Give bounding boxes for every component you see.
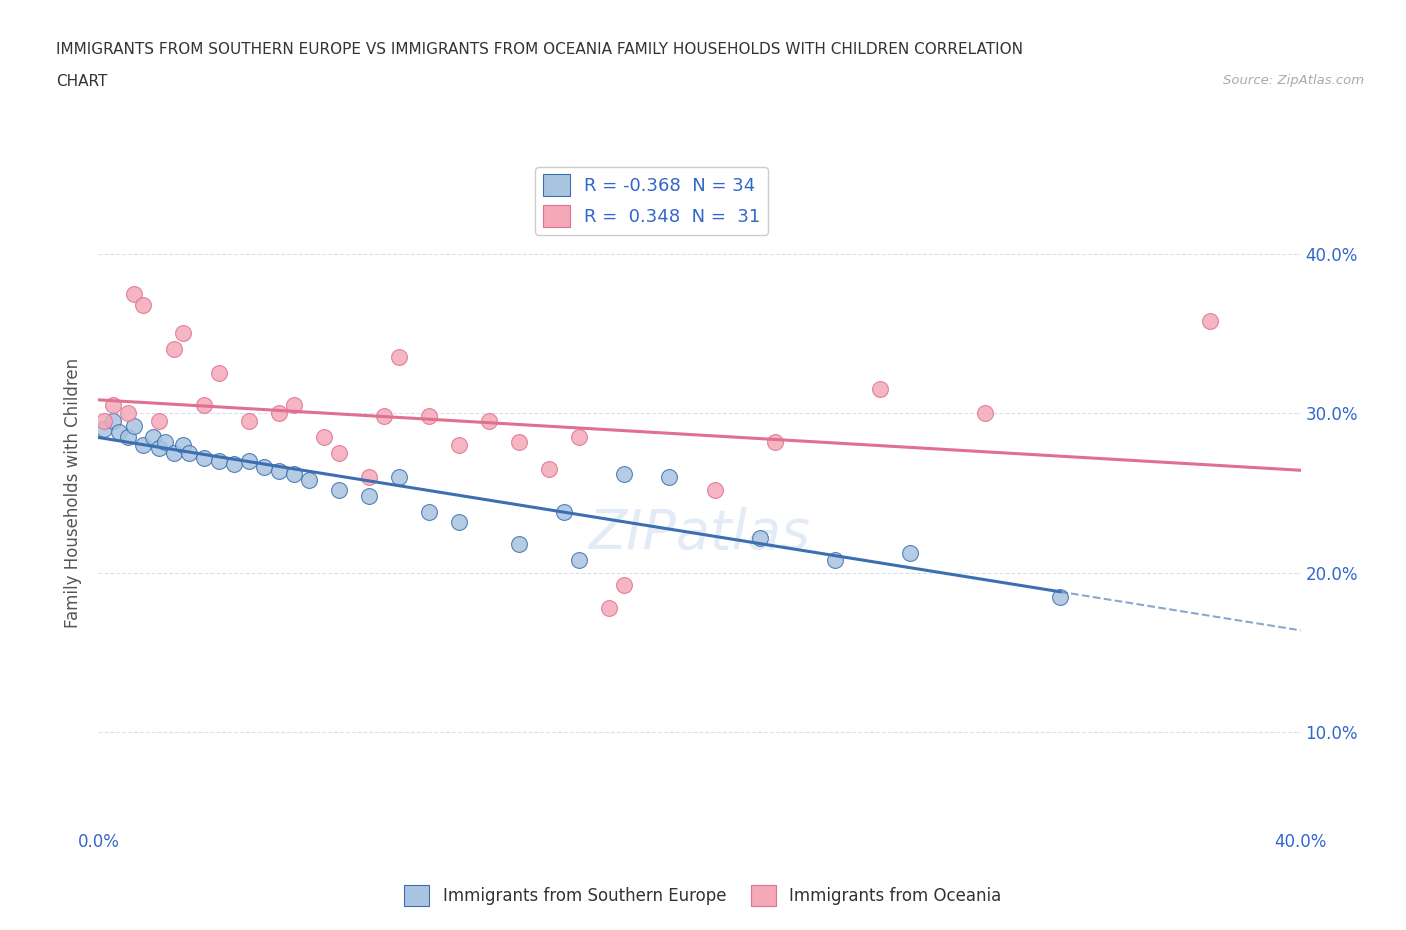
Text: CHART: CHART [56, 74, 108, 89]
Point [93, 414, 115, 429]
Point [478, 414, 501, 429]
Point [93, 421, 115, 436]
Point [162, 342, 184, 357]
Point [193, 450, 215, 465]
Legend: Immigrants from Southern Europe, Immigrants from Oceania: Immigrants from Southern Europe, Immigra… [398, 879, 1008, 912]
Point [124, 418, 146, 433]
Point [172, 438, 194, 453]
Point [312, 430, 335, 445]
Point [447, 438, 470, 453]
Point [538, 461, 561, 476]
Y-axis label: Family Households with Children: Family Households with Children [65, 358, 83, 628]
Point [132, 298, 155, 312]
Point [418, 409, 440, 424]
Text: IMMIGRANTS FROM SOUTHERN EUROPE VS IMMIGRANTS FROM OCEANIA FAMILY HOUSEHOLDS WIT: IMMIGRANTS FROM SOUTHERN EUROPE VS IMMIG… [56, 42, 1024, 57]
Point [703, 483, 725, 498]
Point [132, 438, 155, 453]
Point [568, 552, 591, 567]
Point [172, 326, 194, 341]
Point [267, 405, 290, 420]
Point [222, 457, 245, 472]
Point [148, 441, 170, 456]
Point [568, 430, 591, 445]
Point [162, 445, 184, 460]
Point [553, 505, 575, 520]
Point [1199, 313, 1222, 328]
Point [117, 405, 139, 420]
Point [748, 530, 770, 545]
Point [658, 470, 681, 485]
Point [253, 460, 276, 475]
Point [103, 398, 125, 413]
Point [238, 414, 260, 429]
Point [298, 472, 321, 487]
Point [208, 365, 231, 380]
Point [357, 488, 380, 503]
Point [238, 454, 260, 469]
Point [447, 514, 470, 529]
Point [824, 552, 846, 567]
Point [328, 445, 350, 460]
Point [283, 398, 305, 413]
Point [508, 434, 530, 449]
Point [103, 414, 125, 429]
Text: ZIPatlas: ZIPatlas [589, 507, 810, 560]
Point [974, 405, 997, 420]
Point [177, 445, 200, 460]
Point [193, 398, 215, 413]
Point [763, 434, 786, 449]
Point [598, 600, 620, 615]
Point [1049, 589, 1071, 604]
Point [141, 430, 163, 445]
Point [153, 434, 176, 449]
Point [388, 350, 411, 365]
Point [613, 578, 636, 592]
Legend: R = -0.368  N = 34, R =  0.348  N =  31: R = -0.368 N = 34, R = 0.348 N = 31 [536, 167, 768, 234]
Point [267, 463, 290, 478]
Point [148, 414, 170, 429]
Point [418, 505, 440, 520]
Point [117, 430, 139, 445]
Point [898, 546, 921, 561]
Point [388, 470, 411, 485]
Point [869, 382, 891, 397]
Text: Source: ZipAtlas.com: Source: ZipAtlas.com [1223, 74, 1364, 87]
Point [328, 483, 350, 498]
Point [108, 425, 131, 440]
Point [613, 466, 636, 481]
Point [508, 537, 530, 551]
Point [283, 466, 305, 481]
Point [124, 286, 146, 301]
Point [208, 454, 231, 469]
Point [357, 470, 380, 485]
Point [373, 409, 395, 424]
